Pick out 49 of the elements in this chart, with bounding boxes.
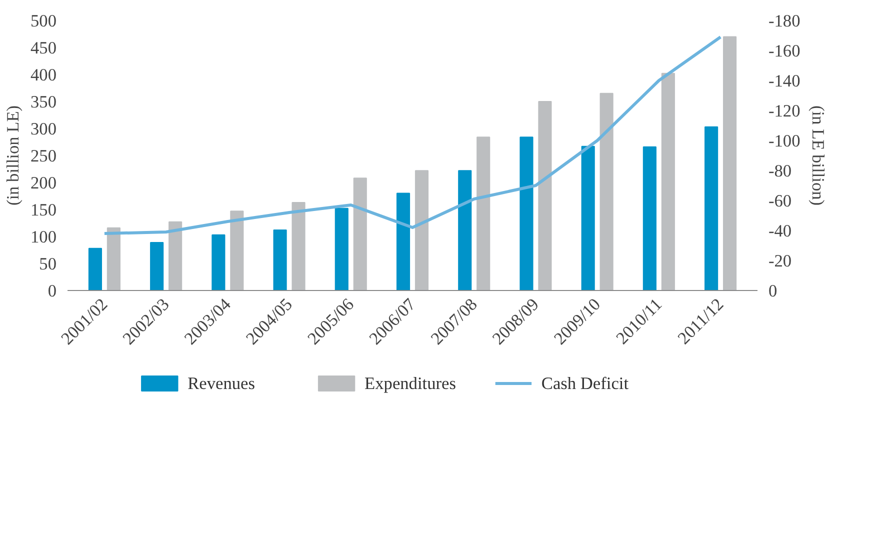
y2-tick-label: -40	[768, 222, 792, 240]
y-tick-label: 150	[30, 200, 57, 220]
bar	[722, 36, 737, 290]
y-tick-label: 0	[48, 282, 57, 300]
bar	[600, 92, 614, 290]
y2-tick-label: -20	[768, 252, 792, 270]
y2-tick-label: -140	[768, 72, 800, 90]
y2-tick-label: 0	[768, 282, 778, 300]
y2-tick-label: -120	[768, 102, 800, 120]
bar	[150, 242, 164, 290]
y-tick-label: 250	[30, 146, 57, 166]
bar	[520, 136, 534, 290]
bar	[458, 170, 472, 290]
y2-tick-label: -80	[768, 162, 792, 180]
bar	[581, 146, 595, 290]
bar	[396, 192, 410, 290]
y-tick-label: 200	[30, 174, 57, 192]
y2-tick-label: -160	[768, 42, 800, 60]
bar	[273, 230, 287, 290]
y-axis-title: (in billion LE)	[4, 105, 23, 206]
y2-tick-label: -100	[768, 132, 800, 150]
bar	[212, 234, 226, 290]
y2-axis-title: (in LE billion)	[808, 105, 828, 206]
y-tick-label: 100	[30, 228, 57, 246]
bar	[353, 178, 367, 290]
bar	[230, 210, 244, 290]
y-tick-label: 50	[39, 254, 56, 274]
y-tick-label: 500	[30, 12, 57, 30]
bar	[334, 208, 348, 290]
y-tick-label: 300	[30, 120, 57, 138]
bar	[414, 170, 429, 290]
legend-label: Cash Deficit	[541, 374, 629, 393]
bar	[168, 221, 182, 290]
bar	[476, 136, 490, 290]
y2-tick-label: -60	[768, 192, 792, 210]
legend-label: Expenditures	[364, 374, 456, 393]
y-tick-label: 400	[30, 66, 57, 84]
bar	[88, 248, 102, 290]
bar	[661, 72, 675, 290]
bar	[292, 202, 306, 290]
y-tick-label: 350	[30, 92, 57, 112]
line-series	[102, 36, 722, 235]
bar	[704, 126, 718, 290]
bar	[538, 101, 552, 290]
bar	[106, 227, 120, 290]
y-tick-label: 450	[30, 38, 57, 58]
legend-label: Revenues	[188, 374, 256, 393]
y2-tick-label: -180	[768, 12, 800, 30]
bar	[642, 146, 656, 290]
